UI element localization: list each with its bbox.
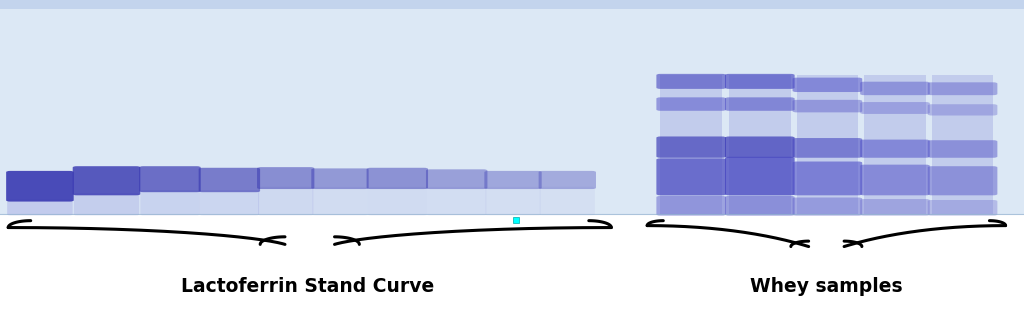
FancyBboxPatch shape [139,166,201,192]
FancyBboxPatch shape [427,187,486,215]
FancyBboxPatch shape [860,82,930,95]
FancyBboxPatch shape [725,136,795,158]
FancyBboxPatch shape [257,167,314,189]
FancyBboxPatch shape [725,97,795,111]
FancyBboxPatch shape [860,102,930,114]
FancyBboxPatch shape [485,187,541,215]
FancyBboxPatch shape [312,187,368,215]
Bar [729,75,791,214]
FancyBboxPatch shape [928,104,997,115]
FancyBboxPatch shape [484,171,542,189]
FancyBboxPatch shape [860,140,930,158]
FancyBboxPatch shape [367,168,428,189]
FancyBboxPatch shape [311,168,369,189]
FancyBboxPatch shape [656,97,726,111]
FancyBboxPatch shape [140,190,200,215]
FancyBboxPatch shape [928,82,997,95]
FancyBboxPatch shape [200,190,259,215]
Bar [864,75,926,214]
FancyBboxPatch shape [725,74,795,89]
Bar [932,75,993,214]
FancyBboxPatch shape [656,74,726,89]
Bar [660,75,722,214]
FancyBboxPatch shape [199,168,260,192]
FancyBboxPatch shape [540,187,595,215]
FancyBboxPatch shape [928,166,997,195]
FancyBboxPatch shape [73,166,140,195]
FancyBboxPatch shape [793,138,862,158]
FancyBboxPatch shape [656,158,726,195]
Bar [797,75,858,214]
FancyBboxPatch shape [258,187,313,215]
FancyBboxPatch shape [656,196,726,216]
FancyBboxPatch shape [793,198,862,216]
FancyBboxPatch shape [793,78,862,92]
Text: Lactoferrin Stand Curve: Lactoferrin Stand Curve [180,277,434,296]
FancyBboxPatch shape [725,196,795,216]
FancyBboxPatch shape [7,199,73,215]
Bar [0,0,1024,9]
FancyBboxPatch shape [928,200,997,216]
FancyBboxPatch shape [426,169,487,189]
FancyBboxPatch shape [928,140,997,158]
FancyBboxPatch shape [74,193,139,215]
FancyBboxPatch shape [860,199,930,216]
FancyBboxPatch shape [860,165,930,195]
Bar [0,0,1024,214]
FancyBboxPatch shape [368,187,427,215]
FancyBboxPatch shape [793,162,862,195]
FancyBboxPatch shape [539,171,596,189]
FancyBboxPatch shape [6,171,74,202]
FancyBboxPatch shape [793,100,862,112]
Text: Whey samples: Whey samples [750,277,903,296]
FancyBboxPatch shape [656,136,726,158]
FancyBboxPatch shape [725,157,795,195]
